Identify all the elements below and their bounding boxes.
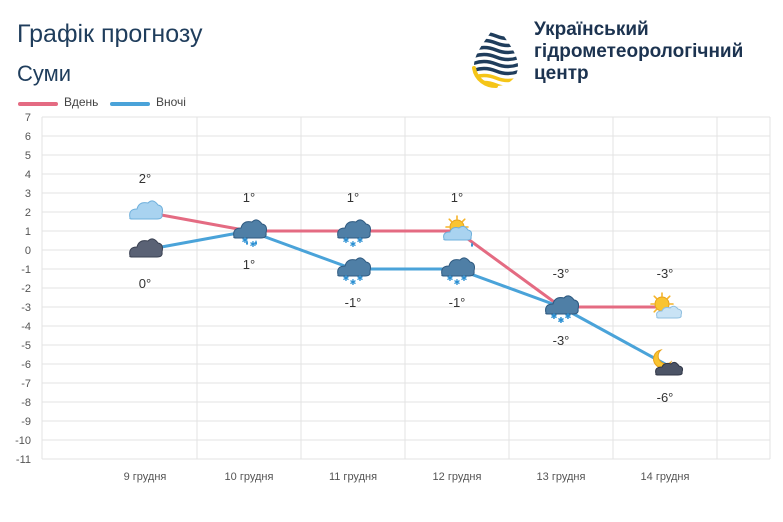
- svg-text:✱: ✱: [350, 240, 357, 249]
- y-tick-label: 1: [25, 226, 31, 238]
- svg-text:✱: ✱: [350, 278, 357, 287]
- data-label-night: 1°: [243, 257, 255, 272]
- x-tick-label: 11 грудня: [329, 471, 377, 483]
- y-tick-label: -7: [21, 378, 31, 390]
- legend-label-night: Вночі: [156, 95, 186, 109]
- y-tick-label: 4: [25, 169, 31, 181]
- organization-line-2: гідрометеорологічний: [534, 41, 744, 62]
- ukrhydromet-logo-icon: [472, 31, 518, 88]
- legend-swatch-day: [18, 102, 58, 106]
- data-label-night: 0°: [139, 276, 151, 291]
- sleet-icon: ✱ ✱: [233, 219, 267, 249]
- svg-text:✱: ✱: [343, 236, 350, 245]
- svg-text:✱: ✱: [551, 312, 558, 321]
- svg-text:✱: ✱: [343, 274, 350, 283]
- snow-cloud-icon: ✱ ✱ ✱: [441, 257, 475, 287]
- moon-cloud-icon: [653, 349, 684, 376]
- svg-text:✱: ✱: [357, 236, 364, 245]
- y-tick-label: -10: [15, 435, 31, 447]
- y-tick-label: 5: [25, 150, 31, 162]
- y-tick-label: -1: [21, 264, 31, 276]
- snow-cloud-icon: ✱ ✱ ✱: [337, 219, 371, 249]
- svg-text:✱: ✱: [447, 274, 454, 283]
- organization-line-1: Український: [534, 19, 649, 40]
- y-tick-label: 3: [25, 188, 31, 200]
- data-label-night: -1°: [345, 295, 362, 310]
- y-tick-label: -5: [21, 340, 31, 352]
- x-tick-label: 13 грудня: [537, 471, 586, 483]
- data-label-night: -3°: [553, 333, 570, 348]
- y-tick-label: 0: [25, 245, 31, 257]
- y-tick-label: 2: [25, 207, 31, 219]
- svg-text:✱: ✱: [565, 312, 572, 321]
- data-label-day: -3°: [657, 266, 674, 281]
- x-tick-label: 10 грудня: [225, 471, 274, 483]
- overcast-night-icon: [129, 238, 163, 258]
- series-line-night: [143, 229, 667, 366]
- svg-text:✱: ✱: [558, 316, 565, 325]
- organization-name: Український гідрометеорологічний центр: [534, 19, 743, 85]
- sun-cloud-icon: [650, 292, 683, 319]
- city-name: Суми: [17, 61, 72, 86]
- x-tick-label: 12 грудня: [433, 471, 482, 483]
- cloudy-day-icon: [129, 200, 163, 220]
- sun-cloud-rain-icon: [443, 215, 473, 247]
- data-label-day: 1°: [451, 190, 463, 205]
- data-label-day: 1°: [243, 190, 255, 205]
- chart-title: Графік прогнозу: [17, 20, 203, 48]
- organization-line-3: центр: [534, 63, 589, 84]
- svg-text:✱: ✱: [357, 274, 364, 283]
- data-label-day: 2°: [139, 171, 151, 186]
- x-tick-label: 14 грудня: [641, 471, 690, 483]
- data-label-night: -6°: [657, 390, 674, 405]
- y-tick-label: -4: [21, 321, 31, 333]
- svg-text:✱: ✱: [565, 312, 572, 321]
- svg-text:✱: ✱: [454, 278, 461, 287]
- y-tick-label: -9: [21, 416, 31, 428]
- snow-cloud-icon: ✱ ✱ ✱: [337, 257, 371, 287]
- data-label-night: -1°: [449, 295, 466, 310]
- legend-swatch-night: [110, 102, 150, 106]
- snow-cloud-icon: ✱ ✱ ✱: [545, 295, 579, 325]
- svg-text:✱: ✱: [551, 312, 558, 321]
- svg-text:✱: ✱: [558, 316, 565, 325]
- y-tick-label: -11: [16, 454, 31, 466]
- y-tick-label: 6: [25, 131, 31, 143]
- svg-text:✱: ✱: [242, 236, 249, 245]
- y-tick-label: -2: [21, 283, 31, 295]
- svg-text:✱: ✱: [461, 274, 468, 283]
- data-label-day: 1°: [347, 190, 359, 205]
- data-label-day: -3°: [553, 266, 570, 281]
- y-tick-label: 7: [25, 112, 31, 124]
- y-tick-label: -6: [21, 359, 31, 371]
- x-tick-label: 9 грудня: [124, 471, 167, 483]
- legend-label-day: Вдень: [64, 95, 99, 109]
- y-tick-label: -8: [21, 397, 31, 409]
- svg-text:✱: ✱: [250, 240, 257, 249]
- y-tick-label: -3: [21, 302, 31, 314]
